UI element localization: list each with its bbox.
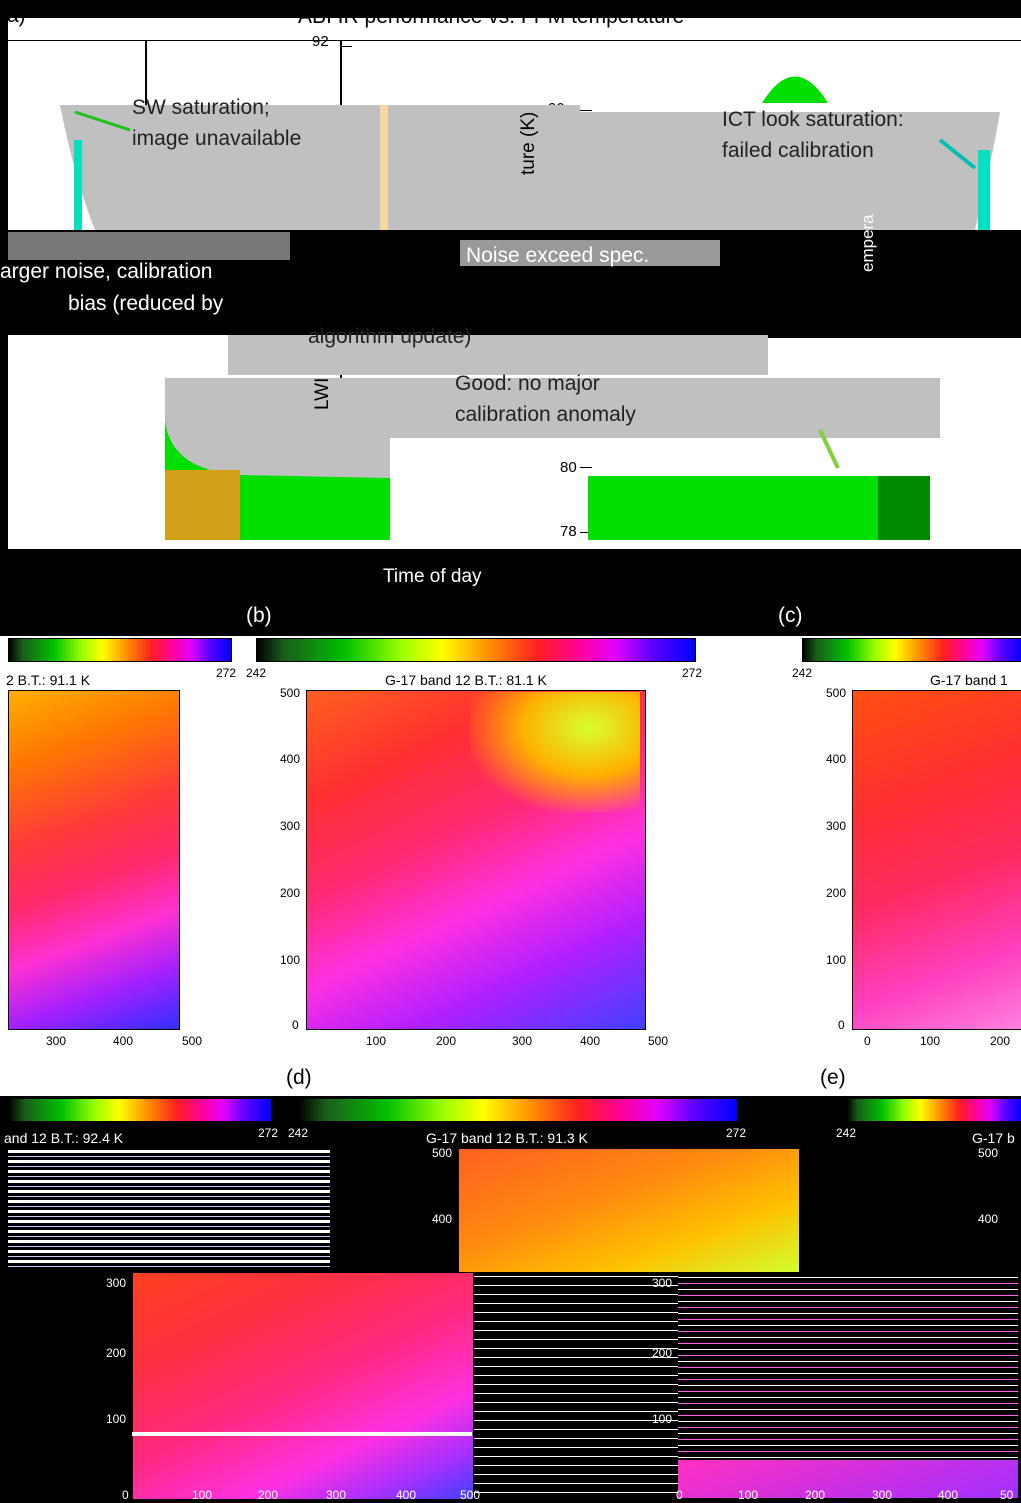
colorbar-d-left	[8, 1098, 272, 1122]
annot-ict-saturation: ICT look saturation:	[722, 108, 904, 131]
annot-failed-calibration: failed calibration	[722, 139, 874, 162]
annot-larger-noise: arger noise, calibration	[0, 260, 213, 283]
dark-green-region	[878, 476, 930, 540]
annot-image-unavailable: image unavailable	[132, 127, 302, 150]
left-gray-region	[60, 105, 385, 230]
fpm-area-chart	[60, 76, 1000, 540]
arrow-ict	[938, 138, 977, 170]
xlabel-time: Time of day	[383, 566, 482, 587]
panel-label-d: (d)	[286, 1066, 312, 1089]
colorbar-b-left	[8, 638, 232, 662]
left-axis-segment	[145, 40, 147, 110]
ytick-80: 80	[560, 459, 577, 476]
panel-label-b: (b)	[246, 604, 272, 627]
annot-good-no-major: Good: no major	[455, 372, 600, 395]
panel-label-e: (e)	[820, 1066, 846, 1089]
annot-algorithm-update: algorithm update)	[308, 325, 472, 348]
chart-title: ABI IR performance vs. FPM temperature	[298, 5, 685, 28]
panel-label-a: (a)	[0, 4, 26, 27]
header-d: G-17 band 12 B.T.: 91.3 K	[426, 1130, 588, 1146]
cbar-max-d: 272	[726, 1126, 747, 1140]
cbar-max-d-left: 272	[258, 1126, 279, 1140]
header-b: G-17 band 12 B.T.: 81.1 K	[385, 672, 547, 688]
image-c	[852, 690, 1021, 1030]
cbar-max-b: 272	[682, 666, 703, 680]
header-d-left: and 12 B.T.: 92.4 K	[4, 1130, 124, 1146]
colorbar-d	[298, 1098, 738, 1122]
green-region-right	[588, 476, 883, 540]
cbar-min-d: 242	[288, 1126, 309, 1140]
right-cyan-bar	[978, 150, 990, 230]
header-b-left: 2 B.T.: 91.1 K	[6, 672, 91, 688]
header-e: G-17 b	[972, 1130, 1015, 1146]
tan-strip	[380, 105, 390, 230]
peak-green	[762, 76, 828, 103]
colorbar-e	[846, 1098, 1021, 1122]
cbar-min-b: 242	[246, 666, 267, 680]
ylabel-fragment-lwi: LWI	[312, 377, 333, 410]
image-d	[132, 1272, 474, 1500]
panel-label-c: (c)	[778, 604, 803, 627]
ytick-92: 92	[312, 33, 329, 50]
image-d-top	[458, 1148, 800, 1275]
ylabel-fragment-ture: ture (K)	[518, 111, 539, 175]
annot-bias-reduced: bias (reduced by	[68, 292, 224, 315]
image-d-left-glitch	[8, 1150, 330, 1270]
top-frame-a	[8, 40, 1021, 41]
cbar-max-b-left: 272	[216, 666, 237, 680]
image-d-right-glitch	[474, 1272, 679, 1498]
ylabel-fragment-empera: empera	[858, 214, 877, 272]
ytick-78: 78	[560, 523, 577, 540]
center-gray-region	[388, 105, 580, 230]
left-cyan-bar	[74, 140, 82, 230]
panel-a: (a) ABI IR performance vs. FPM temperatu…	[0, 0, 1021, 600]
annot-sw-saturation: SW saturation;	[132, 96, 270, 119]
right-gray-region	[580, 112, 1000, 230]
arrow-sw	[74, 110, 131, 132]
orange-region	[165, 470, 240, 540]
cbar-min-e: 242	[836, 1126, 857, 1140]
colorbar-c	[802, 638, 1021, 662]
cbar-min-c: 242	[792, 666, 813, 680]
annot-calibration-anomaly: calibration anomaly	[455, 403, 636, 426]
colorbar-b	[256, 638, 696, 662]
image-b-left	[8, 690, 180, 1030]
annot-noise-exceed: Noise exceed spec.	[466, 244, 650, 267]
header-c: G-17 band 1	[930, 672, 1008, 688]
arrow-good	[818, 429, 840, 469]
